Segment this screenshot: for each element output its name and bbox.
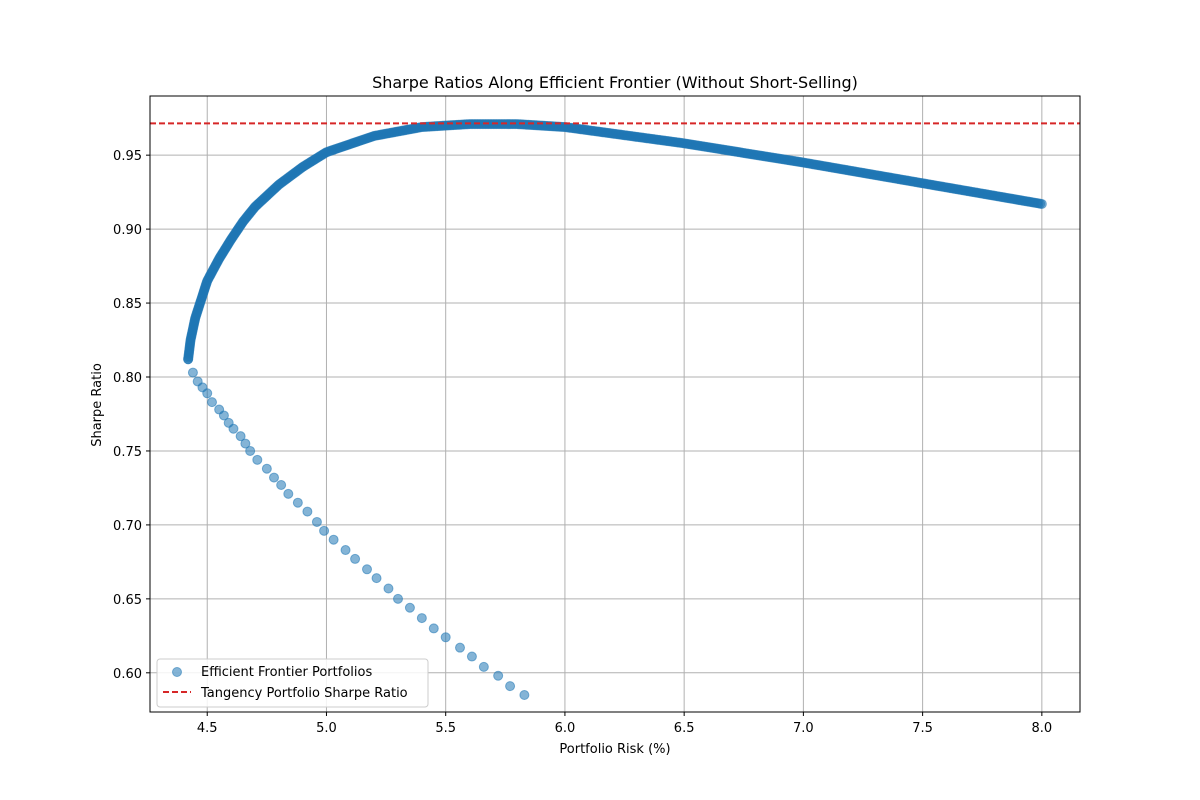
frontier-point (428, 623, 439, 634)
frontier-point (235, 431, 246, 442)
frontier-point (340, 545, 351, 556)
legend-box (156, 658, 429, 708)
frontier-point (478, 661, 489, 672)
frontier-point (362, 564, 372, 575)
y-tick-label: 0.75 (113, 445, 142, 460)
frontier-point (416, 613, 427, 624)
y-tick-label: 0.80 (113, 371, 142, 386)
frontier-point (493, 670, 504, 681)
x-tick-label: 7.5 (912, 721, 933, 736)
frontier-point (350, 553, 361, 564)
frontier-point (455, 642, 465, 653)
frontier-point (252, 454, 263, 465)
frontier-point (302, 506, 313, 517)
y-tick-label: 0.70 (113, 519, 142, 534)
scatter-points (183, 119, 1047, 700)
frontier-point (440, 632, 451, 643)
frontier-point (240, 438, 251, 449)
x-tick-label: 6.0 (555, 721, 576, 736)
frontier-point (283, 488, 294, 499)
frontier-point (383, 583, 394, 594)
frontier-point (519, 689, 530, 700)
frontier-point (245, 445, 256, 456)
x-axis-ticks: 4.5 5.0 5.5 6.0 6.5 7.0 7.5 8.0 (197, 712, 1052, 736)
frontier-point (261, 463, 272, 474)
frontier-point (311, 516, 322, 527)
legend-marker-frontier (172, 667, 182, 677)
frontier-point (319, 525, 330, 536)
legend-label-tangency: Tangency Portfolio Sharpe Ratio (200, 686, 408, 701)
frontier-point (371, 573, 382, 584)
y-axis-label: Sharpe Ratio (90, 363, 105, 447)
legend-label-frontier: Efficient Frontier Portfolios (201, 665, 372, 680)
x-tick-label: 7.0 (793, 721, 814, 736)
y-tick-label: 0.90 (113, 223, 142, 238)
x-tick-label: 6.5 (674, 721, 695, 736)
y-tick-label: 0.85 (113, 297, 142, 312)
frontier-point (228, 423, 239, 434)
frontier-point (393, 593, 403, 604)
frontier-point (218, 410, 229, 421)
frontier-point (404, 602, 415, 613)
x-tick-label: 4.5 (197, 721, 218, 736)
frontier-point (1036, 198, 1047, 209)
x-tick-label: 5.0 (316, 721, 337, 736)
frontier-point (276, 479, 287, 490)
frontier-point (505, 681, 516, 692)
frontier-point (269, 472, 279, 483)
y-axis-ticks: 0.60 0.65 0.70 0.75 0.80 0.85 0.90 0.95 (113, 149, 150, 682)
frontier-point (328, 534, 339, 545)
legend: Efficient Frontier Portfolios Tangency P… (156, 658, 429, 708)
frontier-point (187, 367, 198, 378)
x-tick-label: 5.5 (435, 721, 456, 736)
frontier-point (202, 388, 213, 399)
frontier-point (466, 651, 477, 662)
plot-area-frame (149, 95, 1081, 713)
frontier-point (207, 397, 217, 408)
chart-title: Sharpe Ratios Along Efficient Frontier (… (372, 73, 858, 92)
y-tick-label: 0.65 (113, 593, 142, 608)
frontier-point (292, 497, 303, 508)
frontier-point (183, 354, 194, 365)
x-tick-label: 8.0 (1032, 721, 1053, 736)
y-tick-label: 0.95 (113, 149, 142, 164)
x-axis-label: Portfolio Risk (%) (559, 742, 670, 757)
y-tick-label: 0.60 (113, 667, 142, 682)
